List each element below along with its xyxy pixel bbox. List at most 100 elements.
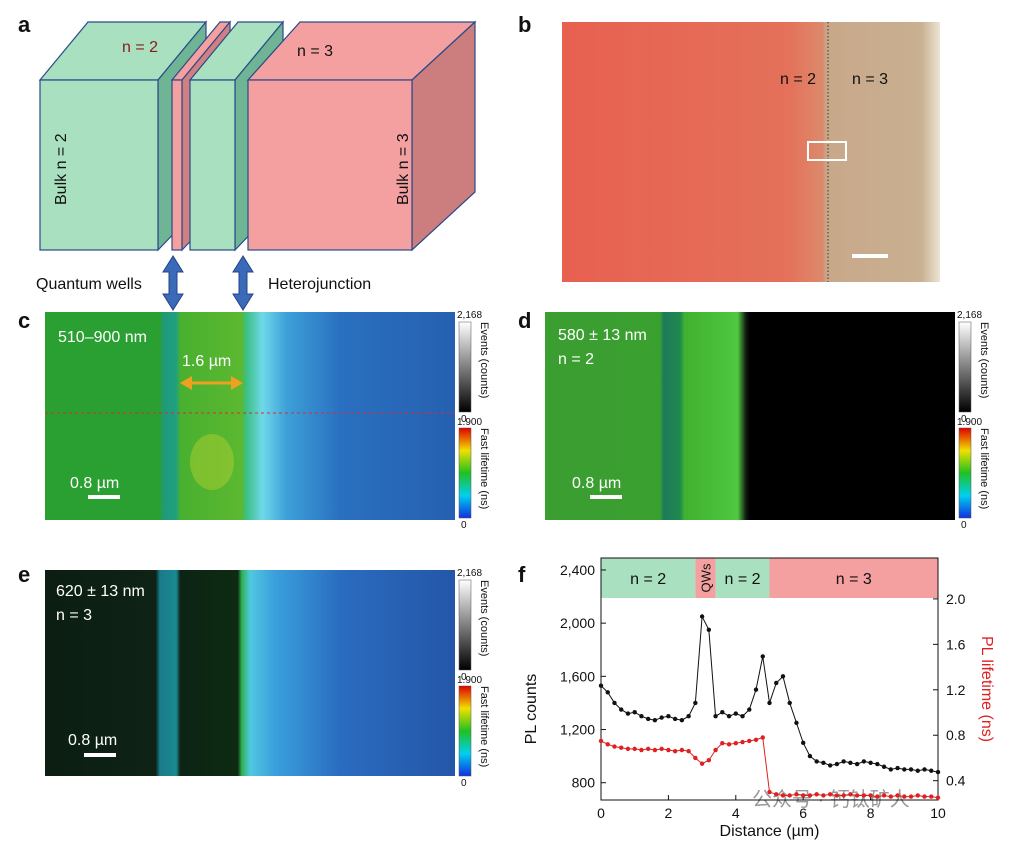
colorbar-min: 0 [961, 520, 967, 531]
data-point [881, 764, 887, 769]
data-point [780, 793, 786, 798]
region-label: n = 3 [836, 571, 872, 588]
data-point [767, 789, 772, 795]
region-band [601, 558, 696, 598]
data-point [753, 737, 759, 742]
data-point [760, 654, 765, 659]
data-point [598, 683, 604, 688]
colorbar-min: 0 [961, 414, 967, 425]
data-point [740, 739, 745, 745]
data-point [699, 614, 705, 619]
region-band [715, 558, 770, 598]
data-point [612, 744, 617, 749]
data-point [639, 747, 644, 753]
data-point [679, 747, 685, 753]
data-point [659, 715, 664, 720]
data-point [875, 794, 880, 799]
data-point [605, 690, 610, 695]
bright-spot [190, 434, 234, 490]
data-point [902, 794, 907, 799]
bulk-label: Bulk n = 2 [53, 133, 70, 205]
data-point [821, 793, 826, 798]
scale-label: 0.8 µm [68, 732, 117, 749]
colorbar [458, 321, 472, 413]
data-point [693, 700, 698, 706]
data-point [841, 759, 846, 764]
data-point [848, 760, 853, 765]
data-point [672, 748, 678, 754]
data-point [888, 767, 894, 772]
colorbar-title: Events (counts) [478, 580, 490, 656]
data-point [733, 740, 738, 746]
y-tick-label: 1,200 [560, 722, 595, 738]
data-point [726, 714, 732, 719]
data-point [794, 792, 799, 797]
data-point [787, 700, 792, 706]
data-point [868, 793, 873, 798]
data-point [821, 760, 826, 765]
data-point [935, 769, 941, 775]
data-point [888, 794, 894, 799]
wavelength-label: 580 ± 13 nm [558, 327, 647, 344]
region-label: QWs [698, 563, 713, 592]
phase-label: n = 2 [122, 39, 158, 56]
data-point [827, 792, 833, 797]
data-point [720, 710, 725, 715]
data-point [881, 793, 887, 798]
colorbar-min: 0 [461, 520, 467, 531]
scale-label: 0.8 µm [572, 475, 621, 492]
colorbar-title: Events (counts) [978, 322, 990, 398]
data-point [854, 793, 860, 798]
data-point [753, 687, 759, 692]
data-point [807, 793, 813, 798]
data-point [760, 735, 765, 740]
phase-label: n = 3 [852, 71, 888, 88]
data-point [726, 742, 732, 747]
data-point [807, 753, 813, 759]
width-label: 1.6 µm [182, 353, 231, 370]
wavelength-label: 510–900 nm [58, 329, 147, 346]
y-tick-label: 800 [572, 775, 596, 791]
data-point [774, 680, 779, 686]
y2-tick-label: 2.0 [946, 591, 966, 607]
region-label: n = 2 [725, 571, 761, 588]
data-point [814, 759, 819, 764]
data-point [699, 761, 705, 766]
colorbar-max: 1.900 [957, 417, 982, 428]
data-point [875, 761, 880, 767]
data-point [794, 720, 799, 726]
data-point [908, 767, 914, 772]
data-point [693, 755, 698, 761]
data-point [619, 707, 624, 712]
data-point [659, 746, 664, 752]
colorbar-title: Events (counts) [478, 322, 490, 398]
flim-image [545, 312, 955, 520]
data-point [713, 747, 718, 753]
data-point [740, 714, 745, 719]
x-tick-label: 8 [867, 805, 875, 821]
data-point [632, 710, 637, 715]
data-point [902, 767, 907, 772]
heterostructure-diagram [38, 20, 477, 252]
panel-label: a [18, 12, 31, 37]
data-point [612, 700, 617, 706]
data-point [619, 745, 624, 750]
colorbar [958, 321, 972, 413]
flim-image [45, 570, 455, 776]
data-point [929, 794, 934, 799]
colorbar-title: Fast lifetime (ns) [478, 428, 490, 509]
region-box [807, 141, 847, 161]
data-point [652, 747, 658, 753]
data-point [625, 746, 631, 752]
data-point [848, 792, 853, 797]
panel-label: f [518, 562, 526, 587]
data-point [915, 768, 920, 773]
colorbar-min: 0 [461, 672, 467, 683]
flim-image [45, 312, 455, 520]
data-point [679, 718, 685, 723]
data-point [605, 742, 610, 747]
colorbar [458, 579, 472, 671]
data-point [868, 760, 873, 765]
data-point [747, 707, 752, 712]
data-point [922, 767, 927, 772]
